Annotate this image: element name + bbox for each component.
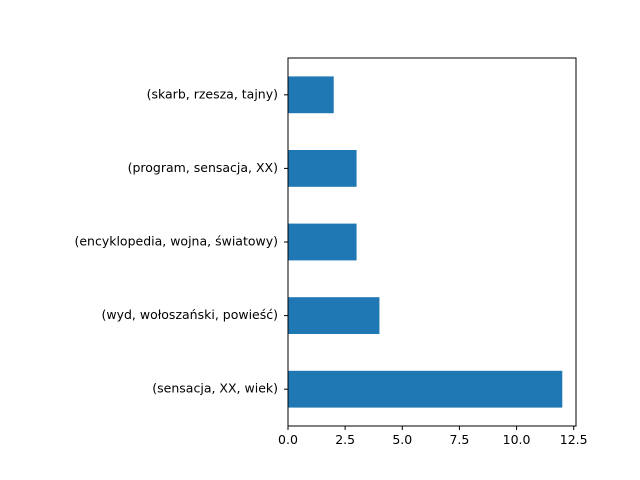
y-axis: (sensacja, XX, wiek) (wyd, wołoszański, p… (74, 86, 288, 396)
bar-2 (288, 223, 357, 261)
x-tick-label: 7.5 (449, 432, 469, 447)
bars (288, 76, 563, 408)
x-tick-label: 10.0 (503, 432, 531, 447)
y-tick-label: (encyklopedia, wojna, światowy) (74, 234, 278, 249)
bar-1 (288, 297, 380, 334)
x-axis: 0.0 2.5 5.0 7.5 10.0 12.5 (278, 426, 588, 447)
x-tick-label: 2.5 (335, 432, 355, 447)
bar-4 (288, 76, 334, 114)
x-tick-label: 5.0 (392, 432, 412, 447)
y-tick-label: (sensacja, XX, wiek) (152, 381, 278, 396)
bar-3 (288, 150, 357, 187)
y-tick-label: (program, sensacja, XX) (128, 160, 278, 175)
x-tick-label: 0.0 (278, 432, 298, 447)
x-tick-label: 12.5 (560, 432, 588, 447)
y-tick-label: (skarb, rzesza, tajny) (147, 86, 278, 101)
y-tick-label: (wyd, wołoszański, powieść) (101, 307, 278, 322)
bar-0 (288, 370, 563, 408)
